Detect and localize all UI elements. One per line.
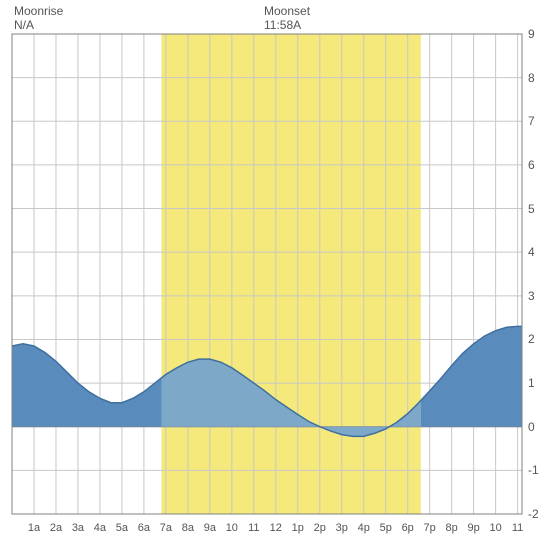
y-tick-label: 5 (528, 202, 535, 216)
y-tick-label: 3 (528, 289, 535, 303)
y-tick-label: 4 (528, 245, 535, 259)
x-tick-label: 7p (424, 522, 436, 534)
x-tick-label: 9a (204, 522, 216, 534)
y-tick-label: 0 (528, 420, 535, 434)
x-tick-label: 1p (292, 522, 304, 534)
x-tick-label: 2a (50, 522, 62, 534)
tide-chart-panel: Moonrise N/A Moonset 11:58A -2-101234567… (0, 0, 550, 550)
x-tick-label: 5p (380, 522, 392, 534)
y-tick-label: -2 (528, 507, 539, 521)
y-tick-label: -1 (528, 463, 539, 477)
x-tick-label: 6a (138, 522, 150, 534)
x-tick-label: 11 (512, 522, 523, 534)
x-tick-label: 8a (182, 522, 194, 534)
x-tick-label: 3a (72, 522, 84, 534)
x-tick-label: 3p (336, 522, 348, 534)
y-tick-label: 1 (528, 376, 535, 390)
tide-chart (0, 0, 550, 518)
y-tick-label: 7 (528, 114, 535, 128)
x-tick-label: 10 (489, 522, 501, 534)
x-tick-label: 7a (160, 522, 172, 534)
x-tick-label: 6p (402, 522, 414, 534)
x-tick-label: 10 (226, 522, 238, 534)
y-tick-label: 2 (528, 332, 535, 346)
x-tick-label: 11 (248, 522, 259, 534)
x-tick-label: 4a (94, 522, 106, 534)
y-tick-label: 6 (528, 158, 535, 172)
x-tick-label: 5a (116, 522, 128, 534)
x-tick-label: 12 (270, 522, 282, 534)
x-tick-label: 9p (468, 522, 480, 534)
x-tick-label: 8p (446, 522, 458, 534)
x-tick-label: 2p (314, 522, 326, 534)
y-tick-label: 9 (528, 27, 535, 41)
y-tick-label: 8 (528, 71, 535, 85)
x-tick-label: 4p (358, 522, 370, 534)
x-tick-label: 1a (28, 522, 40, 534)
